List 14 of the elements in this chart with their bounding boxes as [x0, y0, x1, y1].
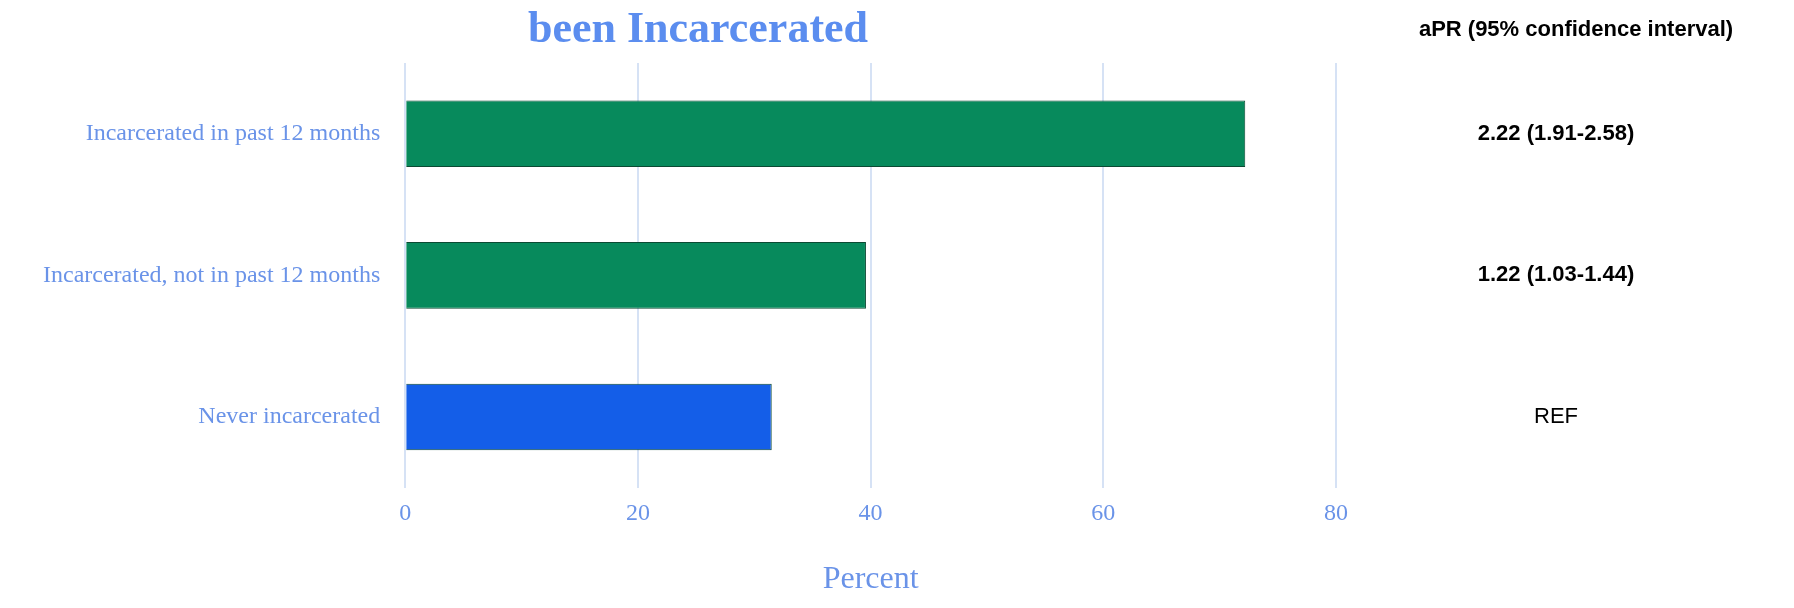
y-tick-label: Incarcerated in past 12 months: [85, 119, 381, 146]
x-tick-label: 60: [1091, 499, 1116, 526]
x-tick-label: 0: [399, 499, 412, 526]
chart-title: been Incarcerated: [527, 3, 869, 52]
x-tick-label: 80: [1324, 499, 1348, 526]
x-tick-label: 20: [625, 499, 650, 526]
text: 1.22 (1.03-1.44): [1477, 261, 1635, 287]
y-tick-label: Incarcerated, not in past 12 months: [43, 260, 381, 287]
text: 2.22 (1.91-2.58): [1477, 119, 1635, 145]
x-tick-label: 40: [858, 499, 883, 526]
x-axis-title: Percent: [822, 559, 919, 596]
text: REF: [1534, 403, 1578, 429]
y-tick-label: Never incarcerated: [198, 402, 381, 429]
text: aPR (95% confidence interval): [1418, 16, 1734, 42]
